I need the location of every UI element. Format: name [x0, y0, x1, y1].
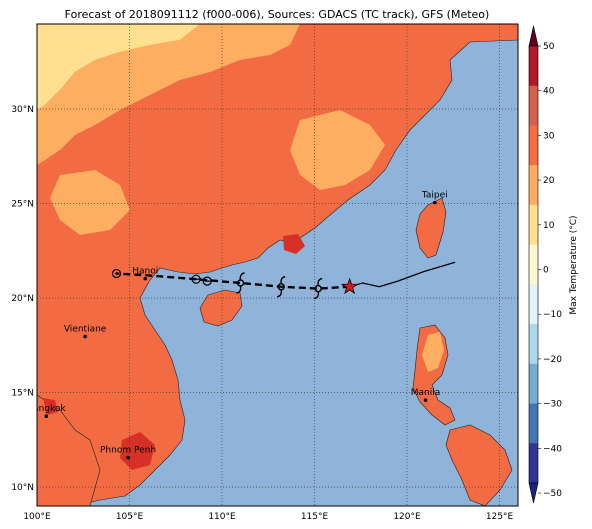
colorbar-tick-label: 0	[543, 266, 549, 276]
latitude-tick-label: 30°N	[11, 105, 34, 115]
longitude-tick-label: 125°E	[486, 512, 514, 522]
tropical-storm-icon	[191, 274, 201, 284]
typhoon-track	[111, 261, 456, 300]
southeast-china-mild-zone	[290, 110, 385, 190]
city-dot	[423, 398, 428, 402]
colorbar-segment	[529, 244, 538, 285]
colorbar-segment	[529, 363, 538, 404]
colorbar-tick-label: −20	[543, 355, 562, 365]
typhoon-icon	[314, 277, 323, 300]
colorbar-segment	[529, 204, 538, 246]
typhoon-icon	[236, 272, 245, 294]
latitude-ticks: 10°N 15°N 20°N 25°N 30°N	[11, 105, 34, 493]
luzon-mild-zone	[422, 332, 444, 372]
thai-peninsula-gulf	[37, 394, 101, 506]
current-position-star-icon	[340, 277, 359, 295]
map-frame	[36, 23, 519, 507]
tropical-storm-icon	[202, 276, 212, 286]
colorbar-tick-label: −10	[543, 310, 562, 320]
north-china-cool-zone	[37, 24, 200, 110]
city-dot	[44, 414, 49, 419]
colorbar-segment	[529, 85, 538, 126]
city-label: Hanoi	[132, 267, 158, 277]
taiwan-island	[415, 197, 447, 259]
latitude-tick-label: 15°N	[11, 389, 34, 399]
city-markers: Taipei Hanoi Vientiane Manila Bangkok Phnom P…	[27, 191, 448, 460]
map-area: Taipei Hanoi Vientiane Manila Bangkok Phnom P…	[27, 24, 518, 506]
visayas-islands	[445, 424, 513, 506]
latitude-tick-label: 25°N	[11, 200, 34, 210]
latitude-tick-label: 10°N	[11, 483, 34, 493]
colorbar-frame	[528, 45, 539, 484]
colorbar-tick-label: 10	[543, 221, 555, 231]
longitude-tick-label: 105°E	[116, 512, 144, 522]
city-dot	[432, 200, 437, 205]
hainan-island	[199, 289, 243, 327]
longitude-ticks: 100°E 105°E 110°E 115°E 120°E 125°E	[23, 512, 513, 522]
longitude-tick-label: 110°E	[208, 512, 236, 522]
city-label: Phnom Penh	[100, 446, 156, 456]
colorbar-tick-label: 50	[543, 42, 555, 52]
figure-title: Forecast of 2018091112 (f000-006), Sourc…	[65, 8, 490, 21]
colorbar-tick-label: −30	[543, 400, 562, 410]
colorbar-label: Max Temperature (°C)	[569, 215, 579, 314]
colorbar-segment	[529, 46, 538, 87]
city-label: Vientiane	[64, 324, 107, 334]
colorbar-tick-label: 40	[543, 87, 555, 97]
storm-symbols	[111, 268, 323, 300]
latitude-tick-label: 20°N	[11, 294, 34, 304]
colorbar-segment	[529, 125, 538, 166]
city-label: Taipei	[421, 191, 448, 201]
mild-zones	[37, 24, 444, 372]
colorbar-segment	[529, 324, 538, 365]
colorbar-tick-label: 20	[543, 176, 555, 186]
city-label: Bangkok	[27, 404, 67, 414]
longitude-tick-label: 120°E	[393, 512, 421, 522]
colorbar-tick-label: −50	[543, 489, 562, 499]
central-china-mild-zone	[37, 24, 300, 165]
hot-spots	[43, 234, 305, 470]
colorbar-segment	[529, 403, 538, 444]
yunnan-mild-zone	[50, 170, 130, 235]
colorbar-tick-label: 30	[543, 131, 555, 141]
colorbar: 50 40 30 20 10 0 −10 −20 −30 −40 −50	[528, 25, 562, 504]
colorbar-segment	[529, 443, 538, 484]
graticule	[37, 24, 518, 506]
typhoon-icon	[277, 276, 286, 298]
colorbar-segment	[529, 165, 538, 206]
colorbar-max-arrow	[528, 25, 539, 47]
colorbar-tick-label: −40	[543, 444, 562, 454]
longitude-tick-label: 100°E	[23, 512, 51, 522]
cool-highland-zones	[37, 24, 200, 110]
cambodia-hot-spot	[120, 432, 155, 470]
colorbar-min-arrow	[528, 482, 539, 504]
city-label: Manila	[411, 388, 441, 398]
bangkok-hot-spot	[43, 398, 58, 415]
guangzhou-hot-spot	[283, 234, 305, 254]
city-dot	[126, 455, 130, 460]
forecast-track-line	[116, 272, 350, 290]
depression-icon	[111, 268, 122, 279]
city-dot	[83, 334, 87, 339]
city-dot	[143, 276, 148, 281]
longitude-tick-label: 115°E	[301, 512, 329, 522]
observed-track-line	[349, 261, 456, 288]
colorbar-segment	[529, 284, 538, 325]
